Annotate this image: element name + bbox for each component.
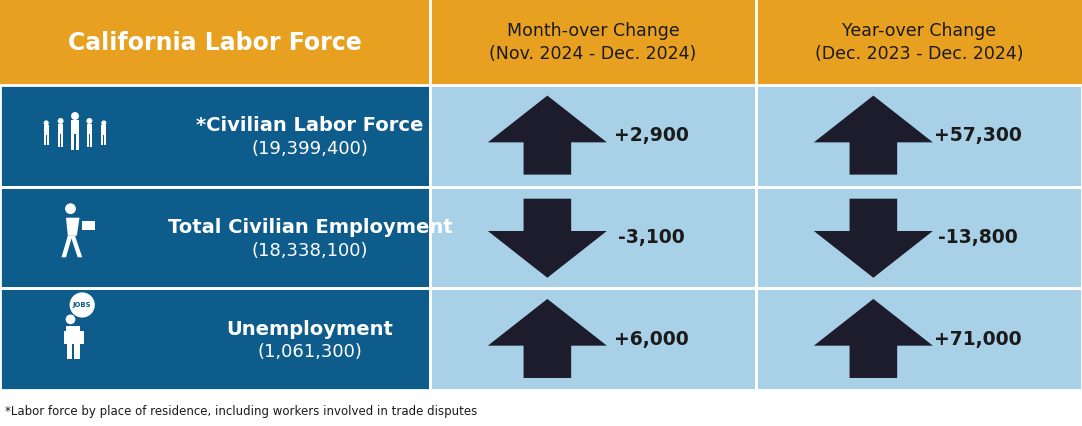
Bar bbox=[0, 85, 430, 187]
Text: California Labor Force: California Labor Force bbox=[68, 31, 361, 55]
FancyBboxPatch shape bbox=[67, 341, 72, 359]
FancyBboxPatch shape bbox=[71, 120, 79, 134]
Bar bbox=[430, 187, 756, 288]
Text: (18,338,100): (18,338,100) bbox=[252, 242, 368, 259]
Circle shape bbox=[69, 292, 95, 317]
Polygon shape bbox=[814, 299, 933, 378]
Polygon shape bbox=[66, 218, 79, 236]
Text: JOBS: JOBS bbox=[72, 302, 92, 308]
FancyBboxPatch shape bbox=[82, 221, 95, 230]
Circle shape bbox=[102, 121, 106, 126]
FancyBboxPatch shape bbox=[76, 134, 79, 150]
FancyBboxPatch shape bbox=[102, 135, 104, 145]
Bar bbox=[0, 187, 430, 288]
FancyBboxPatch shape bbox=[90, 135, 92, 147]
Bar bbox=[430, 85, 756, 187]
FancyBboxPatch shape bbox=[47, 135, 49, 145]
Bar bbox=[756, 288, 1082, 390]
Polygon shape bbox=[488, 199, 607, 278]
FancyBboxPatch shape bbox=[74, 341, 79, 359]
FancyBboxPatch shape bbox=[58, 124, 64, 135]
Text: *Labor force by place of residence, including workers involved in trade disputes: *Labor force by place of residence, incl… bbox=[5, 405, 477, 418]
Text: *Civilian Labor Force: *Civilian Labor Force bbox=[196, 116, 424, 135]
Text: +6,000: +6,000 bbox=[615, 330, 689, 348]
Text: +2,900: +2,900 bbox=[615, 127, 689, 145]
Text: (19,399,400): (19,399,400) bbox=[251, 140, 369, 158]
Polygon shape bbox=[66, 325, 79, 341]
Polygon shape bbox=[70, 236, 82, 257]
Circle shape bbox=[43, 121, 49, 126]
Circle shape bbox=[71, 112, 79, 120]
FancyBboxPatch shape bbox=[44, 135, 45, 145]
Text: -13,800: -13,800 bbox=[938, 228, 1017, 247]
Text: (1,061,300): (1,061,300) bbox=[258, 343, 362, 361]
Bar bbox=[430, 288, 756, 390]
Bar bbox=[0, 288, 430, 390]
Text: +71,000: +71,000 bbox=[934, 330, 1021, 348]
FancyBboxPatch shape bbox=[87, 135, 89, 147]
Polygon shape bbox=[814, 199, 933, 278]
Text: Month-over Change
(Nov. 2024 - Dec. 2024): Month-over Change (Nov. 2024 - Dec. 2024… bbox=[489, 22, 697, 63]
Polygon shape bbox=[814, 95, 933, 175]
Polygon shape bbox=[62, 236, 72, 257]
FancyBboxPatch shape bbox=[64, 331, 84, 344]
FancyBboxPatch shape bbox=[104, 135, 106, 145]
FancyBboxPatch shape bbox=[44, 125, 49, 135]
Polygon shape bbox=[488, 299, 607, 378]
FancyBboxPatch shape bbox=[62, 135, 64, 147]
Text: Total Civilian Employment: Total Civilian Employment bbox=[168, 218, 452, 237]
Text: -3,100: -3,100 bbox=[618, 228, 685, 247]
Bar bbox=[756, 187, 1082, 288]
Text: Year-over Change
(Dec. 2023 - Dec. 2024): Year-over Change (Dec. 2023 - Dec. 2024) bbox=[815, 22, 1024, 63]
Bar bbox=[756, 85, 1082, 187]
Circle shape bbox=[87, 118, 92, 124]
Polygon shape bbox=[488, 95, 607, 175]
FancyBboxPatch shape bbox=[102, 125, 106, 135]
Text: Unemployment: Unemployment bbox=[226, 320, 394, 339]
FancyBboxPatch shape bbox=[87, 124, 92, 135]
FancyBboxPatch shape bbox=[58, 135, 61, 147]
Circle shape bbox=[57, 118, 64, 124]
Bar bbox=[0, 0, 1082, 85]
Text: +57,300: +57,300 bbox=[934, 127, 1021, 145]
Circle shape bbox=[66, 314, 76, 324]
FancyBboxPatch shape bbox=[71, 134, 75, 150]
Circle shape bbox=[65, 203, 76, 214]
